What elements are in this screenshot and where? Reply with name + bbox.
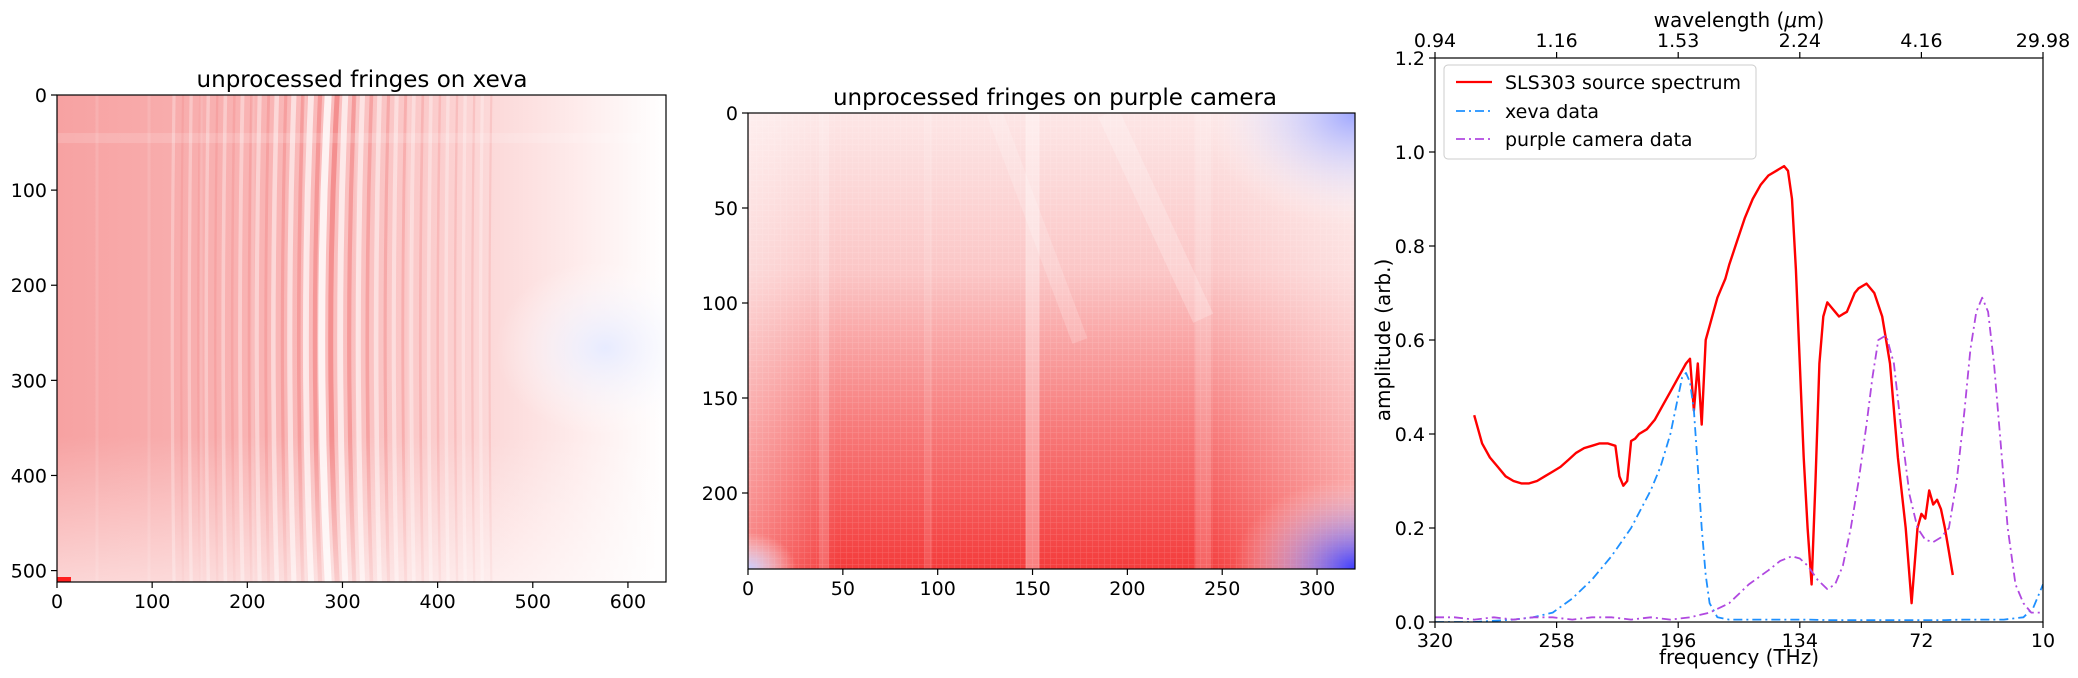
purple-y-tick-label: 50 <box>714 198 738 220</box>
spectrum-top-tick-label: 4.16 <box>1900 30 1942 52</box>
xeva-x-tick-label: 400 <box>419 591 455 613</box>
xeva-y-tick-label: 400 <box>11 465 47 487</box>
purple-y-tick-label: 100 <box>702 293 738 315</box>
spectrum-y-tick-label: 1.0 <box>1395 142 1425 164</box>
xeva-y-tick-label: 500 <box>11 561 47 583</box>
series-xeva-data <box>1435 371 2043 622</box>
spectrum-x-tick-label: 196 <box>1660 630 1696 652</box>
spectrum-y-tick-label: 0.8 <box>1395 236 1425 258</box>
xeva-y-tick-label: 300 <box>11 370 47 392</box>
spectrum-x-tick-label: 320 <box>1417 630 1453 652</box>
legend-entry-sls303: SLS303 source spectrum <box>1456 72 1741 94</box>
series-purple-camera-data <box>1435 296 2043 621</box>
spectrum-top-tick-label: 2.24 <box>1779 30 1821 52</box>
purple-x-tick-label: 150 <box>1014 578 1050 600</box>
spectrum-top-tick-label: 0.94 <box>1414 30 1456 52</box>
legend-entry-xeva: xeva data <box>1456 101 1599 123</box>
panel-spectrum: wavelength (μm) 320 258 196 134 72 10 0.94 1.1… <box>1371 8 2070 669</box>
xeva-image-bottom-fade <box>57 95 666 582</box>
panel-xeva: unprocessed fringes on xeva 0 100 200 300 40… <box>11 67 667 613</box>
purple-y-tick-label: 0 <box>726 103 738 125</box>
spectrum-x-tick-label: 258 <box>1538 630 1574 652</box>
purple-image-blue-bottom-left <box>748 113 1355 569</box>
legend-entry-purple-camera: purple camera data <box>1456 129 1693 151</box>
panel-purple-camera: unprocessed fringes on purple camera 0 50… <box>702 85 1356 600</box>
spectrum-x-tick-label: 10 <box>2031 630 2055 652</box>
spectrum-top-tick-label: 29.98 <box>2016 30 2070 52</box>
xeva-x-tick-label: 300 <box>324 591 360 613</box>
legend-label-purple-camera: purple camera data <box>1505 129 1693 151</box>
spectrum-bottom-ticks: 320 258 196 134 72 10 <box>1417 622 2055 652</box>
xeva-image <box>57 94 666 583</box>
xeva-frame <box>56 94 667 583</box>
xeva-y-tick-label: 0 <box>35 85 47 107</box>
spectrum-y-tick-label: 0.6 <box>1395 330 1425 352</box>
spectrum-y-tick-label: 1.2 <box>1395 48 1425 70</box>
purple-frame <box>747 112 1356 570</box>
xeva-title: unprocessed fringes on xeva <box>197 67 528 93</box>
xeva-x-tick-label: 100 <box>134 591 170 613</box>
purple-y-ticks: 0 50 100 150 200 <box>702 103 748 505</box>
y-axis-label: amplitude (arb.) <box>1371 259 1395 422</box>
spectrum-y-ticks: 0.0 0.2 0.4 0.6 0.8 1.0 1.2 <box>1395 48 1435 634</box>
purple-image <box>748 108 1355 569</box>
purple-title: unprocessed fringes on purple camera <box>833 85 1277 111</box>
xeva-image-corner-hot <box>57 577 71 582</box>
purple-x-ticks: 0 50 100 150 200 250 300 <box>742 569 1335 600</box>
spectrum-top-ticks: 0.94 1.16 1.53 2.24 4.16 29.98 <box>1414 30 2070 58</box>
purple-y-tick-label: 200 <box>702 483 738 505</box>
purple-x-tick-label: 200 <box>1109 578 1145 600</box>
purple-x-tick-label: 300 <box>1299 578 1335 600</box>
xeva-y-ticks: 0 100 200 300 400 500 <box>11 85 57 583</box>
purple-x-tick-label: 250 <box>1204 578 1240 600</box>
xeva-x-tick-label: 200 <box>229 591 265 613</box>
purple-x-tick-label: 50 <box>831 578 855 600</box>
spectrum-top-tick-label: 1.16 <box>1535 30 1577 52</box>
xeva-y-tick-label: 100 <box>11 180 47 202</box>
xeva-x-ticks: 0 100 200 300 400 500 600 <box>51 582 646 613</box>
legend-box <box>1443 64 1757 160</box>
spectrum-y-tick-label: 0.4 <box>1395 424 1425 446</box>
purple-y-tick-label: 150 <box>702 388 738 410</box>
spectrum-series <box>1435 164 2043 622</box>
xeva-x-tick-label: 500 <box>515 591 551 613</box>
spectrum-y-tick-label: 0.2 <box>1395 518 1425 540</box>
spectrum-x-tick-label: 134 <box>1782 630 1818 652</box>
xeva-y-tick-label: 200 <box>11 275 47 297</box>
x-axis-label: frequency (THz) <box>1659 645 1819 669</box>
legend: SLS303 source spectrum xeva data purple … <box>1443 64 1757 160</box>
xeva-x-tick-label: 0 <box>51 591 63 613</box>
spectrum-top-tick-label: 1.53 <box>1657 30 1699 52</box>
legend-label-sls303: SLS303 source spectrum <box>1505 72 1741 94</box>
xeva-x-tick-label: 600 <box>610 591 646 613</box>
spectrum-x-tick-label: 72 <box>1909 630 1933 652</box>
spectrum-y-tick-label: 0.0 <box>1395 612 1425 634</box>
top-x-axis-label: wavelength (μm) <box>1654 8 1825 32</box>
purple-x-tick-label: 100 <box>920 578 956 600</box>
series-sls303-source-spectrum <box>1473 164 1954 605</box>
legend-label-xeva: xeva data <box>1505 101 1599 123</box>
purple-x-tick-label: 0 <box>742 578 754 600</box>
